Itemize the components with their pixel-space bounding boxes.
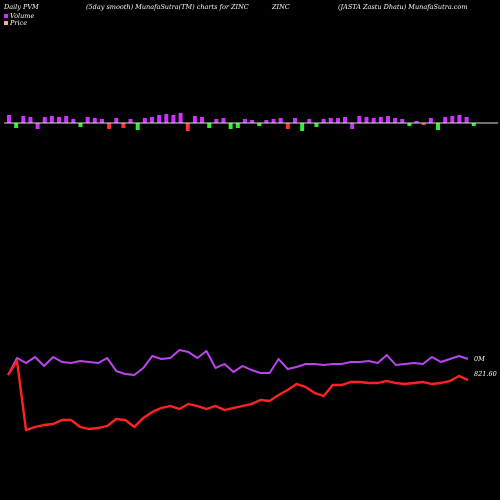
volume-bar — [221, 118, 226, 123]
volume-bar — [185, 123, 190, 131]
volume-bar — [321, 119, 326, 123]
volume-bar — [142, 118, 147, 123]
volume-bar — [171, 115, 176, 123]
header-left: Daily PVM — [4, 3, 39, 11]
volume-bar — [335, 118, 340, 123]
volume-bar — [235, 123, 240, 128]
volume-bar — [214, 119, 219, 123]
volume-bar — [364, 117, 369, 123]
volume-bar — [121, 123, 126, 128]
volume-bar — [57, 117, 62, 123]
volume-bar — [128, 119, 133, 123]
legend-volume-swatch — [4, 14, 8, 18]
volume-bar — [407, 123, 412, 126]
legend-price: Price — [4, 19, 27, 27]
volume-bar — [343, 117, 348, 123]
header-right: (JASTA Zastu Dhatu) MunafaSutra.com — [338, 3, 468, 11]
legend-price-label: Price — [10, 19, 28, 27]
volume-bar — [378, 117, 383, 123]
volume-bar — [64, 116, 69, 123]
volume-bar — [314, 123, 319, 127]
series-lines — [6, 349, 469, 432]
header-symbol: ZINC — [272, 3, 290, 11]
volume-bar — [49, 116, 54, 123]
volume-bar — [300, 123, 305, 131]
volume-bar — [385, 116, 390, 123]
volume-end-label: 0M — [474, 355, 485, 363]
volume-bar — [471, 123, 476, 126]
volume-bar — [250, 120, 255, 123]
volume-bars — [7, 113, 476, 131]
volume-bar — [200, 117, 205, 123]
volume-bar — [192, 116, 197, 123]
volume-bar — [257, 123, 262, 126]
volume-bar — [278, 118, 283, 123]
volume-bar — [436, 123, 440, 130]
volume-bar — [28, 117, 33, 123]
volume-bar — [21, 116, 26, 123]
volume-bar — [178, 113, 183, 123]
volume-bar — [114, 118, 119, 123]
volume-bar — [393, 118, 398, 123]
header-title: (5day smooth) MunafaSutra(TM) charts for… — [86, 3, 249, 11]
volume-bar — [107, 123, 112, 129]
volume-bar — [99, 119, 104, 123]
volume-bar — [7, 115, 11, 123]
volume-bar — [450, 116, 455, 123]
volume-bar — [14, 123, 19, 128]
volume-bar — [457, 115, 462, 123]
volume-bar — [264, 120, 269, 123]
volume-bar — [400, 119, 405, 123]
volume-bar — [71, 119, 76, 123]
volume-bar — [242, 119, 247, 123]
volume-bar — [85, 117, 90, 123]
volume-bar — [350, 123, 355, 129]
volume-bar — [328, 118, 333, 123]
volume-bar — [285, 123, 290, 129]
volume-bar — [228, 123, 233, 129]
volume-bar — [464, 117, 469, 123]
volume-bar — [371, 118, 376, 123]
volume-bar — [42, 117, 47, 123]
legend-volume-label: Volume — [10, 12, 35, 20]
price-line — [6, 359, 469, 432]
volume-bar — [428, 118, 433, 123]
volume-bar — [164, 114, 169, 123]
volume-line — [7, 349, 469, 376]
volume-bar — [92, 118, 97, 123]
volume-bar — [271, 119, 276, 123]
volume-bar — [35, 123, 40, 129]
volume-bar — [150, 117, 154, 123]
volume-bar — [307, 119, 312, 123]
volume-bar — [421, 123, 426, 125]
volume-bar — [357, 116, 362, 123]
legend-volume: Volume — [4, 12, 34, 20]
volume-bar — [207, 123, 212, 128]
volume-bar — [293, 118, 297, 123]
legend-price-swatch — [4, 21, 8, 25]
volume-bar — [135, 123, 140, 130]
price-end-label: 821.60 — [474, 370, 497, 378]
volume-bar — [157, 115, 162, 123]
volume-bar — [78, 123, 83, 127]
volume-bar — [414, 121, 419, 123]
volume-bar — [443, 117, 448, 123]
